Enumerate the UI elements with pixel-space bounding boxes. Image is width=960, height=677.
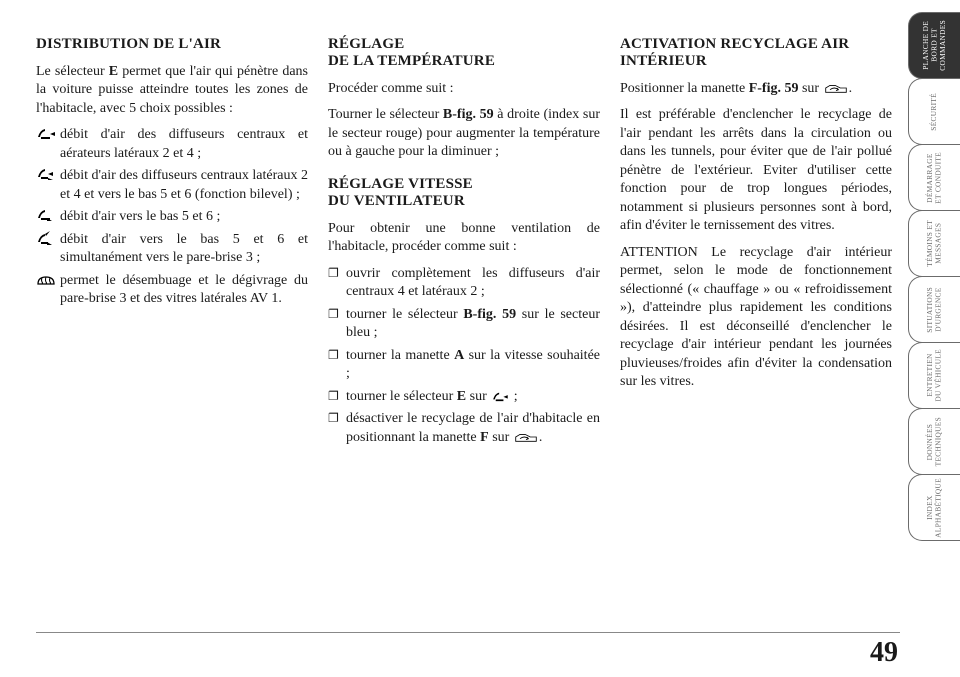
col1-icon-list: débit d'air des diffuseurs centraux et a… bbox=[36, 126, 308, 308]
list-item-text: débit d'air des diffuseurs centraux et a… bbox=[60, 126, 308, 163]
list-item-text: ouvrir complètement les diffuseurs d'air… bbox=[346, 265, 600, 302]
tab-label: ENTRETIEN DU VÉHICULE bbox=[926, 349, 943, 402]
list-item-text: tourner le sélecteur E sur ; bbox=[346, 388, 600, 406]
tab-label: DÉMARRAGE ET CONDUITE bbox=[926, 152, 943, 204]
tab-entretien[interactable]: ENTRETIEN DU VÉHICULE bbox=[908, 342, 960, 409]
tab-temoins[interactable]: TÉMOINS ET MESSAGES bbox=[908, 210, 960, 277]
page-number: 49 bbox=[870, 637, 898, 669]
col3-p1: Positionner la manette F-fig. 59 sur . bbox=[620, 80, 892, 98]
list-item-text: désactiver le recyclage de l'air d'habit… bbox=[346, 410, 600, 447]
list-item: désactiver le recyclage de l'air d'habit… bbox=[328, 410, 600, 447]
list-item: tourner la manette A sur la vitesse souh… bbox=[328, 347, 600, 384]
col3-p2: Il est préférable d'enclencher le recycl… bbox=[620, 106, 892, 235]
tab-index[interactable]: INDEX ALPHABÉTIQUE bbox=[908, 474, 960, 541]
column-3: ACTIVATION RECYCLAGE AIR INTÉRIEUR Posit… bbox=[620, 36, 892, 677]
content-columns: DISTRIBUTION DE L'AIR Le sélecteur E per… bbox=[0, 0, 908, 677]
list-item-text: tourner la manette A sur la vitesse souh… bbox=[346, 347, 600, 384]
tab-label: INDEX ALPHABÉTIQUE bbox=[926, 478, 943, 538]
list-item: débit d'air vers le bas 5 et 6 ; bbox=[36, 208, 308, 226]
tab-label: DONNÉES TECHNIQUES bbox=[926, 417, 943, 466]
col2-sec2-intro: Pour obtenir une bonne ventilation de l'… bbox=[328, 220, 600, 257]
tab-donnees[interactable]: DONNÉES TECHNIQUES bbox=[908, 408, 960, 475]
col2-sec1-p1: Procéder comme suit : bbox=[328, 80, 600, 98]
tab-planche-de-bord[interactable]: PLANCHE DE BORD ET COMMANDES bbox=[908, 12, 960, 79]
list-item: débit d'air des diffuseurs centraux laté… bbox=[36, 167, 308, 204]
list-item-text: débit d'air des diffuseurs centraux laté… bbox=[60, 167, 308, 204]
tab-label: PLANCHE DE BORD ET COMMANDES bbox=[922, 20, 948, 71]
list-item-text: débit d'air vers le bas 5 et 6 ; bbox=[60, 208, 308, 226]
col3-heading: ACTIVATION RECYCLAGE AIR INTÉRIEUR bbox=[620, 36, 892, 70]
col2-sec1-heading: RÉGLAGEDE LA TEMPÉRATURE bbox=[328, 36, 600, 70]
tab-demarrage[interactable]: DÉMARRAGE ET CONDUITE bbox=[908, 144, 960, 211]
list-item: tourner le sélecteur E sur ; bbox=[328, 388, 600, 406]
col2-square-list: ouvrir complètement les diffuseurs d'air… bbox=[328, 265, 600, 447]
side-tabs: PLANCHE DE BORD ET COMMANDES SÉCURITÉ DÉ… bbox=[908, 0, 960, 677]
recirculation-icon bbox=[514, 431, 538, 443]
defrost-icon bbox=[36, 272, 60, 286]
recirculation-icon bbox=[824, 82, 848, 94]
list-item: débit d'air vers le bas 5 et 6 et simult… bbox=[36, 231, 308, 268]
face-vent-icon bbox=[491, 390, 509, 402]
feet-defrost-icon bbox=[36, 231, 60, 245]
col2-sec2-heading: RÉGLAGE VITESSEDU VENTILATEUR bbox=[328, 176, 600, 210]
tab-label: TÉMOINS ET MESSAGES bbox=[926, 220, 943, 267]
tab-label: SITUATIONS D'URGENCE bbox=[926, 287, 943, 333]
list-item: tourner le sélecteur B-fig. 59 sur le se… bbox=[328, 306, 600, 343]
list-item: permet le désembuage et le dégivrage du … bbox=[36, 272, 308, 309]
bilevel-vent-icon bbox=[36, 167, 60, 181]
tab-securite[interactable]: SÉCURITÉ bbox=[908, 78, 960, 145]
manual-page: DISTRIBUTION DE L'AIR Le sélecteur E per… bbox=[0, 0, 960, 677]
list-item: débit d'air des diffuseurs centraux et a… bbox=[36, 126, 308, 163]
list-item-text: permet le désembuage et le dégivrage du … bbox=[60, 272, 308, 309]
column-1: DISTRIBUTION DE L'AIR Le sélecteur E per… bbox=[36, 36, 308, 677]
tab-label: SÉCURITÉ bbox=[930, 93, 939, 131]
list-item-text: tourner le sélecteur B-fig. 59 sur le se… bbox=[346, 306, 600, 343]
footer-rule bbox=[36, 632, 900, 633]
col2-sec1-p2: Tourner le sélecteur B-fig. 59 à droite … bbox=[328, 106, 600, 161]
tab-urgence[interactable]: SITUATIONS D'URGENCE bbox=[908, 276, 960, 343]
list-item-text: débit d'air vers le bas 5 et 6 et simult… bbox=[60, 231, 308, 268]
col1-intro: Le sélecteur E permet que l'air qui pénè… bbox=[36, 63, 308, 118]
feet-vent-icon bbox=[36, 208, 60, 222]
column-2: RÉGLAGEDE LA TEMPÉRATURE Procéder comme … bbox=[328, 36, 600, 677]
col3-p3: ATTENTION Le recyclage d'air intérieur p… bbox=[620, 244, 892, 392]
col1-heading: DISTRIBUTION DE L'AIR bbox=[36, 36, 308, 53]
face-vent-icon bbox=[36, 126, 60, 140]
list-item: ouvrir complètement les diffuseurs d'air… bbox=[328, 265, 600, 302]
